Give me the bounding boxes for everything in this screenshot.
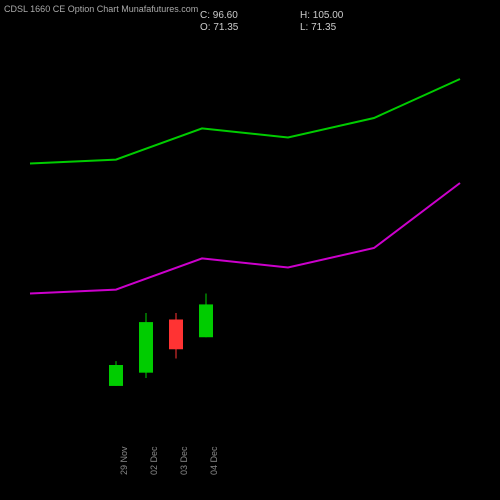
x-axis-label: 02 Dec (149, 446, 159, 475)
candle-body (109, 365, 123, 386)
lower-band-line (30, 183, 460, 294)
x-axis-label: 29 Nov (119, 446, 129, 475)
x-axis-label: 04 Dec (209, 446, 219, 475)
x-axis-label: 03 Dec (179, 446, 189, 475)
candle-body (169, 320, 183, 350)
upper-band-line (30, 79, 460, 164)
candle-body (139, 322, 153, 373)
chart-svg (0, 0, 500, 500)
candle-body (199, 304, 213, 337)
chart-container: CDSL 1660 CE Option Chart Munafafutures.… (0, 0, 500, 500)
